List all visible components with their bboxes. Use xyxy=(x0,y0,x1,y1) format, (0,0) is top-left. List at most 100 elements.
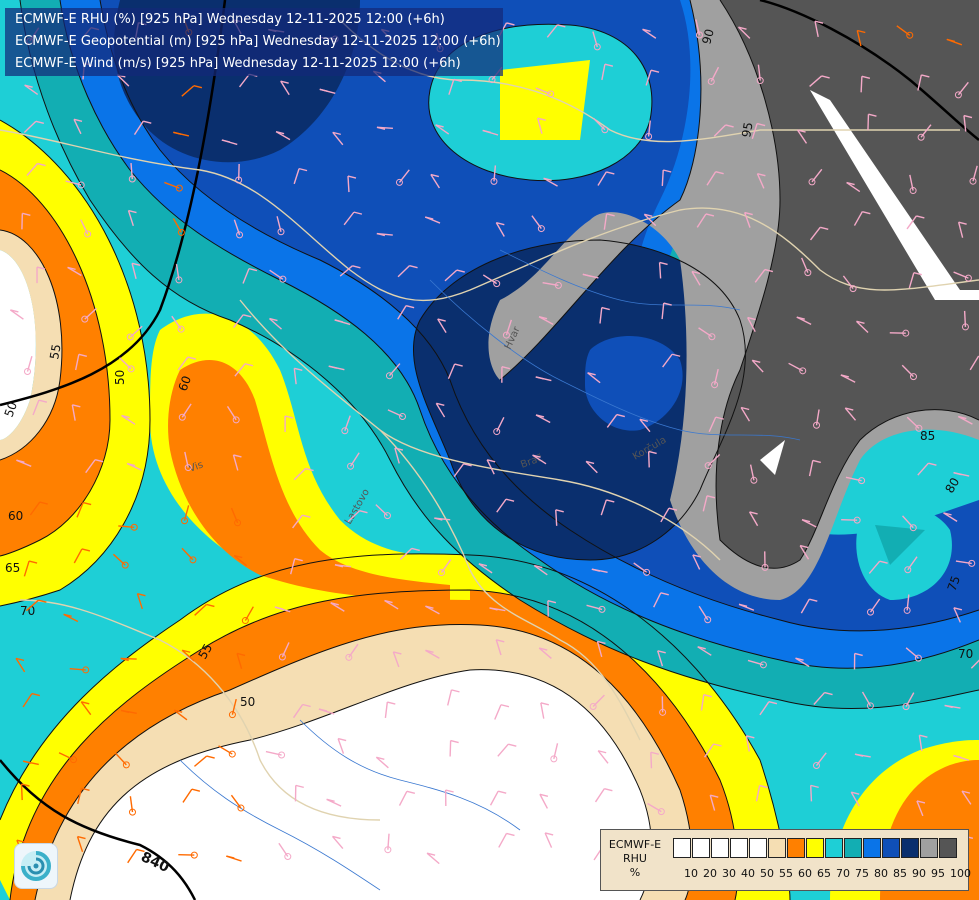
calm-wind-marker xyxy=(284,853,292,861)
wind-barb-flag xyxy=(496,639,505,643)
wind-barb xyxy=(532,454,547,465)
wind-barb-flag xyxy=(585,460,595,465)
wind-barb xyxy=(751,123,758,140)
legend-swatch xyxy=(787,838,805,858)
wind-barb xyxy=(397,265,411,278)
calm-wind-marker xyxy=(234,519,242,527)
wind-barb-flag xyxy=(21,783,30,787)
wind-barb xyxy=(744,212,751,228)
calm-wind-marker xyxy=(190,851,198,859)
calm-wind-marker xyxy=(228,750,236,758)
calm-wind-marker xyxy=(804,269,812,277)
wind-barb-flag xyxy=(393,651,402,655)
legend-tick-label: 75 xyxy=(855,867,869,880)
wind-barb xyxy=(709,794,716,811)
wind-barb-flag xyxy=(796,316,805,320)
wind-barb-flag xyxy=(639,418,649,423)
wind-barb-flag xyxy=(269,317,278,322)
calm-wind-marker xyxy=(969,177,977,185)
wind-barb xyxy=(392,651,400,668)
calm-wind-marker xyxy=(121,561,129,569)
wind-barb-flag xyxy=(953,607,963,611)
wind-barb xyxy=(495,639,502,656)
calm-wind-marker xyxy=(866,702,874,710)
wind-barb xyxy=(538,647,552,659)
wind-barb xyxy=(173,709,188,721)
calm-wind-marker xyxy=(493,428,501,436)
calm-wind-marker xyxy=(708,333,716,341)
calm-wind-marker xyxy=(643,568,651,576)
calm-wind-marker xyxy=(493,280,501,288)
wind-barb xyxy=(704,743,715,758)
wind-barb-flag xyxy=(73,118,83,123)
legend-model: ECMWF-E xyxy=(608,838,662,851)
contour-label: 50 xyxy=(2,400,20,419)
calm-wind-marker xyxy=(915,424,923,432)
wind-barb xyxy=(292,704,304,719)
wind-barb-flag xyxy=(500,704,510,708)
wind-barb-flag xyxy=(544,832,554,836)
calm-wind-marker xyxy=(867,608,875,616)
contour-label: 65 xyxy=(5,561,20,575)
wind-barb xyxy=(642,28,657,39)
wind-barb-flag xyxy=(747,316,756,321)
legend-swatch xyxy=(844,838,862,858)
wind-barb-flag xyxy=(916,215,925,219)
wind-barb xyxy=(133,120,144,135)
calm-wind-marker xyxy=(750,476,758,484)
legend-swatch xyxy=(730,838,748,858)
wind-barb-flag xyxy=(181,649,191,653)
wind-barb-flag xyxy=(332,835,341,840)
wind-barb xyxy=(23,560,30,577)
wind-barb xyxy=(657,650,664,667)
wind-barb-flag xyxy=(143,120,152,124)
legend-swatch xyxy=(920,838,938,858)
wind-barb xyxy=(435,403,446,418)
calm-wind-marker xyxy=(601,126,609,134)
wind-barb-flag xyxy=(425,649,434,654)
wind-barb xyxy=(20,784,23,801)
calm-wind-marker xyxy=(968,559,976,567)
legend-swatch xyxy=(901,838,919,858)
calm-wind-marker xyxy=(437,569,445,577)
wind-barb-flag xyxy=(81,701,90,705)
wind-barb-flag xyxy=(598,750,607,754)
wind-barb xyxy=(425,649,440,659)
rhu-white-ridge xyxy=(810,90,979,300)
wind-barb-flag xyxy=(582,273,592,277)
wind-barb-flag xyxy=(587,372,596,376)
calm-wind-marker xyxy=(759,661,767,669)
wind-barb xyxy=(708,416,717,433)
wind-barb-flag xyxy=(78,353,88,358)
wind-barb xyxy=(660,507,670,523)
calm-wind-marker xyxy=(82,666,90,674)
wind-barb-flag xyxy=(961,790,971,794)
legend-unit: % xyxy=(629,866,641,879)
wind-barb-flag xyxy=(463,463,472,467)
wind-barb xyxy=(856,320,869,333)
wind-barb xyxy=(658,262,662,279)
wind-barb-flag xyxy=(437,318,446,322)
wind-barb xyxy=(692,554,701,570)
wind-barb-flag xyxy=(738,26,747,30)
wind-barb-flag xyxy=(82,501,92,506)
wind-barb-flag xyxy=(768,700,778,705)
wind-barb-flag xyxy=(861,75,871,79)
wind-barb-flag xyxy=(505,498,515,502)
wind-barb xyxy=(809,226,821,241)
wind-barb xyxy=(846,181,861,193)
calm-wind-marker xyxy=(130,523,138,531)
wind-barb-flag xyxy=(756,122,766,127)
wind-barb-flag xyxy=(274,606,284,610)
wind-barb xyxy=(650,752,653,769)
calm-wind-marker xyxy=(849,285,857,293)
wind-barb-flag xyxy=(958,415,967,420)
wind-barb xyxy=(446,689,453,706)
wind-barb-flag xyxy=(206,755,215,759)
wind-barb xyxy=(809,75,823,87)
wind-barb-flag xyxy=(710,794,719,798)
calm-wind-marker xyxy=(554,281,562,289)
wind-barb-flag xyxy=(706,495,716,499)
wind-barb xyxy=(182,788,193,803)
